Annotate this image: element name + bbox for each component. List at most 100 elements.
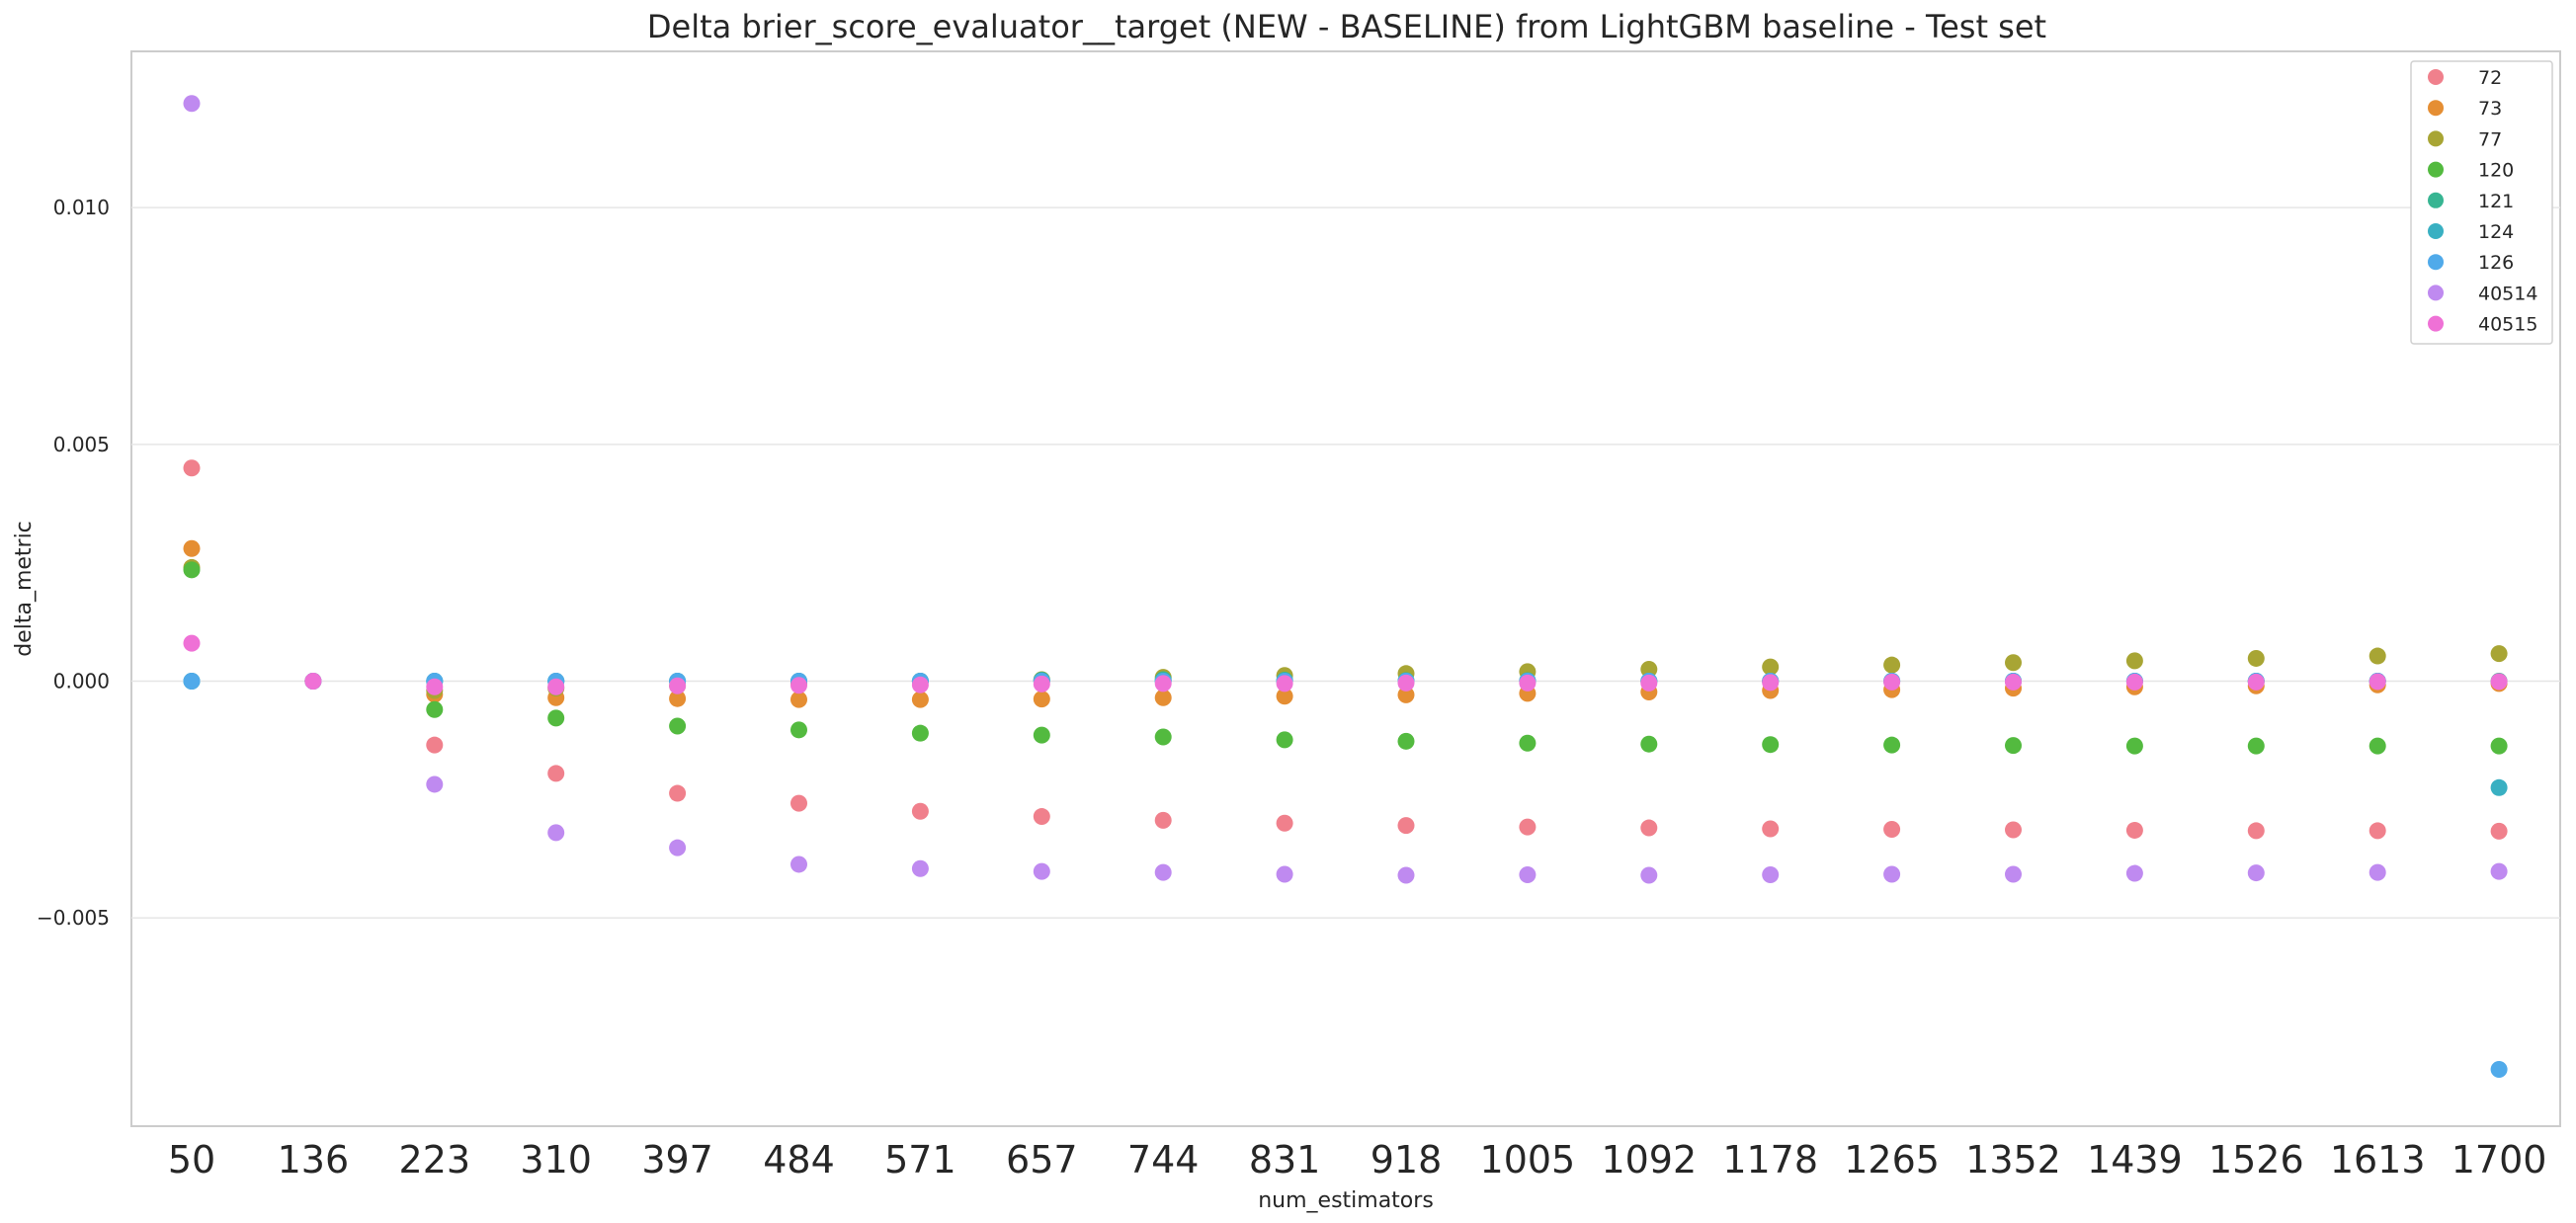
data-point — [1762, 674, 1780, 692]
data-point — [547, 765, 565, 782]
data-point — [183, 95, 201, 113]
data-point — [1276, 688, 1293, 705]
data-point — [790, 794, 807, 812]
data-point — [1883, 673, 1901, 691]
data-point — [2005, 865, 2022, 883]
data-point — [2247, 649, 2265, 667]
x-tick-label: 1352 — [1965, 1138, 2061, 1182]
data-point — [1276, 814, 1293, 832]
data-point — [2368, 647, 2386, 665]
data-point — [1397, 866, 1415, 884]
x-tick-label: 1439 — [2087, 1138, 2183, 1182]
legend-label: 121 — [2478, 191, 2514, 212]
data-point — [1519, 734, 1537, 752]
legend-label: 126 — [2478, 252, 2514, 274]
data-point — [2125, 652, 2143, 670]
data-point — [2005, 737, 2022, 755]
data-point — [2005, 821, 2022, 839]
series-40514 — [183, 95, 2508, 884]
data-point — [1762, 820, 1780, 838]
data-point — [790, 691, 807, 708]
series-72 — [183, 459, 2508, 840]
data-point — [304, 672, 322, 690]
legend-label: 77 — [2478, 128, 2502, 150]
data-point — [547, 678, 565, 695]
data-point — [2247, 737, 2265, 755]
series-40515 — [183, 634, 2508, 695]
x-tick-label: 657 — [1006, 1138, 1078, 1182]
data-point — [2125, 673, 2143, 691]
data-point — [669, 839, 687, 856]
legend-marker — [2428, 192, 2444, 208]
data-point — [1397, 686, 1415, 703]
data-point — [1397, 817, 1415, 835]
x-tick-label: 918 — [1371, 1138, 1443, 1182]
data-point — [2247, 673, 2265, 691]
data-point — [1033, 691, 1050, 708]
data-point — [1640, 866, 1658, 884]
data-point — [2125, 821, 2143, 839]
data-point — [1276, 675, 1293, 693]
data-point — [2005, 673, 2022, 691]
data-point — [183, 459, 201, 477]
data-point — [1519, 818, 1537, 836]
x-tick-label: 571 — [884, 1138, 956, 1182]
data-point — [911, 691, 929, 708]
x-tick-label: 1178 — [1722, 1138, 1818, 1182]
x-tick-label: 223 — [399, 1138, 471, 1182]
x-axis-label: num_estimators — [1258, 1188, 1434, 1213]
grid-lines — [131, 206, 2560, 919]
data-point — [1154, 811, 1172, 829]
legend: 72 73 77 120 121 124 126 40514 40515 — [2410, 60, 2553, 345]
data-point — [426, 775, 444, 793]
data-point — [1033, 675, 1050, 693]
data-point — [1519, 674, 1537, 692]
data-point — [2490, 673, 2508, 691]
data-point — [2005, 654, 2022, 672]
y-tick-label: 0.010 — [53, 196, 110, 219]
data-point — [2490, 645, 2508, 663]
data-point — [669, 690, 687, 707]
data-point — [426, 700, 444, 718]
data-point — [1154, 675, 1172, 693]
x-tick-label: 1613 — [2330, 1138, 2426, 1182]
data-point — [1033, 808, 1050, 826]
x-tick-label: 1700 — [2451, 1138, 2547, 1182]
legend-marker — [2428, 100, 2444, 117]
x-tick-label: 1526 — [2208, 1138, 2304, 1182]
data-point — [1154, 728, 1172, 746]
data-point — [1883, 736, 1901, 754]
chart-title: Delta brier_score_evaluator__target (NEW… — [647, 8, 2046, 45]
data-point — [1640, 660, 1658, 678]
data-point — [1397, 674, 1415, 692]
data-point — [2490, 822, 2508, 840]
data-point — [1640, 819, 1658, 837]
data-point — [2490, 1060, 2508, 1078]
data-point — [1519, 865, 1537, 883]
data-point — [2490, 862, 2508, 880]
data-point — [911, 724, 929, 742]
data-point — [1033, 862, 1050, 880]
data-point — [2368, 737, 2386, 755]
data-point — [669, 784, 687, 802]
x-tick-label: 1005 — [1480, 1138, 1576, 1182]
data-point — [911, 859, 929, 877]
data-point — [2247, 822, 2265, 840]
x-tick-label: 397 — [641, 1138, 713, 1182]
data-point — [790, 677, 807, 694]
y-tick-labels: 0.010 0.005 0.000 −0.005 — [37, 196, 110, 930]
legend-label: 73 — [2478, 98, 2502, 120]
data-point — [911, 802, 929, 820]
data-point — [1762, 736, 1780, 754]
data-point — [2368, 863, 2386, 881]
legend-marker — [2428, 223, 2444, 239]
x-tick-labels: 50 136 223 310 397 484 571 657 744 831 918 1005 1092… — [168, 1138, 2547, 1182]
legend-marker — [2428, 315, 2444, 332]
x-tick-label: 744 — [1127, 1138, 1200, 1182]
x-tick-label: 831 — [1249, 1138, 1321, 1182]
data-point — [426, 736, 444, 754]
y-tick-label: 0.000 — [53, 669, 110, 693]
series-120 — [183, 561, 2508, 755]
plot-area — [130, 50, 2561, 1127]
